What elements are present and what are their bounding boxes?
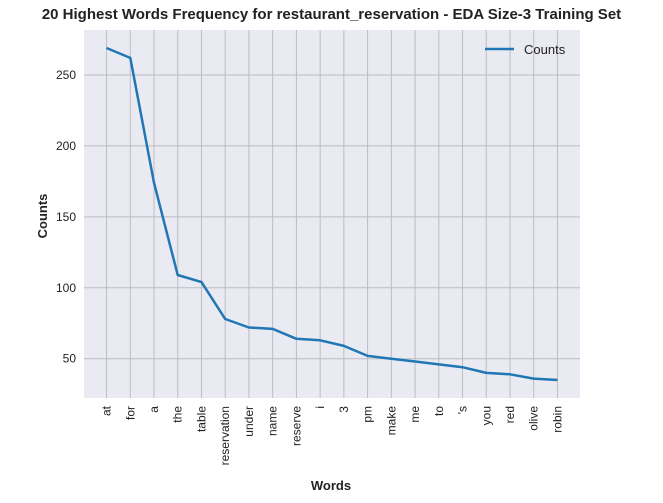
x-tick-label: a <box>147 406 161 413</box>
x-tick-label: 3 <box>337 406 351 413</box>
y-tick-label: 50 <box>63 352 77 366</box>
x-tick-label: reserve <box>289 406 303 446</box>
x-tick-label: name <box>266 406 280 436</box>
y-tick-labels: 50 100 150 200 250 <box>56 68 76 366</box>
x-tick-label: me <box>408 406 422 423</box>
x-tick-label: i <box>313 406 327 409</box>
x-tick-label: reservation <box>218 406 232 465</box>
x-tick-label: make <box>384 406 398 436</box>
x-tick-label: red <box>503 406 517 423</box>
x-tick-labels: at for a the table reservation under name reserv… <box>100 405 565 465</box>
x-tick-label: olive <box>527 406 541 431</box>
x-tick-label: you <box>479 406 493 425</box>
legend-label-counts: Counts <box>524 42 566 57</box>
y-tick-label: 150 <box>56 210 76 224</box>
y-tick-label: 250 <box>56 68 76 82</box>
x-tick-label: pm <box>361 406 375 423</box>
x-axis-label: Words <box>311 478 351 493</box>
y-axis-label: Counts <box>35 194 50 239</box>
y-tick-label: 100 <box>56 281 76 295</box>
x-tick-label: the <box>171 406 185 423</box>
x-tick-label: 's <box>456 406 470 414</box>
x-tick-label: to <box>432 406 446 416</box>
y-tick-label: 200 <box>56 139 76 153</box>
x-tick-label: for <box>123 406 137 420</box>
x-tick-label: table <box>194 406 208 432</box>
x-tick-label: robin <box>550 406 564 433</box>
x-tick-label: at <box>100 405 114 416</box>
x-tick-label: under <box>242 406 256 437</box>
